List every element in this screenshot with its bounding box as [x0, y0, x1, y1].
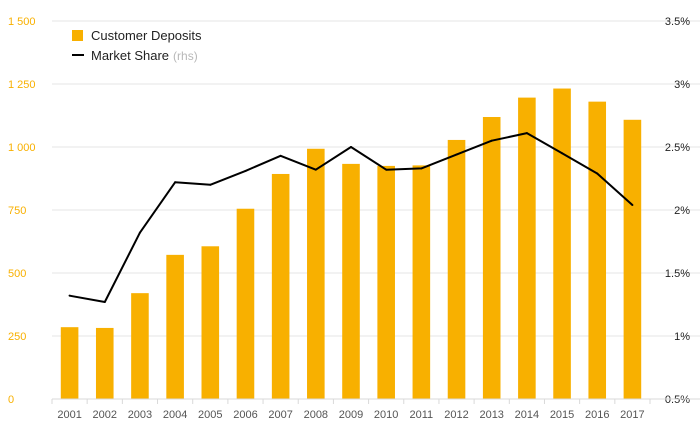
- x-tick-label: 2012: [444, 409, 468, 421]
- x-tick-label: 2016: [585, 409, 609, 421]
- market-share-point-2011: [420, 167, 423, 170]
- y-right-tick-label: 3%: [674, 79, 690, 91]
- bar-2005: [201, 246, 220, 399]
- x-tick-label: 2003: [128, 409, 152, 421]
- y-left-tick-label: 1 000: [8, 142, 36, 154]
- market-share-point-2006: [244, 169, 247, 172]
- market-share-point-2004: [174, 181, 177, 184]
- bar-2009: [342, 163, 360, 399]
- market-share-point-2013: [490, 139, 493, 142]
- gridlines: [52, 20, 700, 400]
- x-tick-label: 2014: [515, 409, 539, 421]
- x-tick-label: 2001: [57, 409, 81, 421]
- y-right-tick-label: 0.5%: [665, 394, 690, 406]
- x-tick-label: 2007: [268, 409, 292, 421]
- bar-2004: [166, 254, 184, 399]
- bar-2014: [518, 97, 536, 399]
- market-share-point-2014: [525, 132, 528, 135]
- market-share-point-2001: [68, 294, 71, 297]
- x-tick-label: 2015: [550, 409, 574, 421]
- bar-2008: [307, 148, 325, 399]
- bar-2010: [377, 165, 395, 399]
- bar-2001: [60, 327, 79, 399]
- axes: 0 250 500 750 1 000 1 250 1 500 0.5% 1% 1.5% 2% 2.5…: [8, 16, 700, 421]
- market-share-point-2012: [455, 153, 458, 156]
- y-left-tick-label: 1 500: [8, 16, 36, 28]
- x-tick-label: 2009: [339, 409, 363, 421]
- x-tick-label: 2006: [233, 409, 257, 421]
- line-series: [68, 132, 634, 303]
- bar-2002: [95, 327, 114, 399]
- market-share-point-2016: [596, 172, 599, 175]
- y-left-tick-label: 0: [8, 394, 14, 406]
- y-left-tick-label: 750: [8, 205, 26, 217]
- y-left-tick-label: 250: [8, 331, 26, 343]
- market-share-point-2010: [385, 168, 388, 171]
- x-tick-label: 2002: [93, 409, 117, 421]
- x-tick-label: 2013: [479, 409, 503, 421]
- bar-series: [60, 88, 642, 400]
- bar-2003: [131, 293, 149, 399]
- market-share-point-2008: [314, 168, 317, 171]
- y-right-tick-label: 3.5%: [665, 16, 690, 28]
- market-share-point-2009: [350, 146, 352, 148]
- y-left-tick-label: 1 250: [8, 79, 36, 91]
- svg-text:Market Share(rhs): Market Share (rhs): [91, 48, 198, 63]
- y-left-tick-label: 500: [8, 268, 26, 280]
- bar-2011: [412, 165, 431, 399]
- bar-2006: [236, 208, 255, 399]
- market-share-point-2005: [209, 183, 212, 186]
- x-tick-label: 2005: [198, 409, 222, 421]
- y-right-tick-label: 2%: [674, 205, 690, 217]
- market-share-point-2002: [103, 300, 106, 303]
- legend-label-deposits: Customer Deposits: [91, 28, 202, 43]
- bar-2007: [271, 173, 290, 399]
- x-tick-label: 2011: [410, 409, 434, 421]
- legend-label-market-share: Market Share: [91, 48, 169, 63]
- bar-2016: [588, 101, 607, 399]
- y-right-tick-label: 1%: [674, 331, 690, 343]
- market-share-point-2017: [631, 203, 634, 206]
- market-share-point-2003: [138, 231, 141, 234]
- x-tick-label: 2008: [304, 409, 328, 421]
- x-tick-label: 2004: [163, 409, 187, 421]
- bar-2013: [482, 117, 501, 400]
- legend: Customer Deposits Market Share (rhs): [72, 28, 202, 63]
- legend-swatch-deposits: [72, 30, 83, 41]
- bar-2017: [623, 119, 642, 399]
- legend-label-rhs: (rhs): [173, 49, 198, 63]
- bar-2012: [447, 139, 466, 399]
- market-share-point-2007: [279, 154, 282, 157]
- x-tick-label: 2010: [374, 409, 398, 421]
- y-right-tick-label: 2.5%: [665, 142, 690, 154]
- market-share-point-2015: [561, 152, 564, 155]
- x-tick-label: 2017: [620, 409, 644, 421]
- y-right-tick-label: 1.5%: [665, 268, 690, 280]
- bar-2015: [553, 88, 571, 399]
